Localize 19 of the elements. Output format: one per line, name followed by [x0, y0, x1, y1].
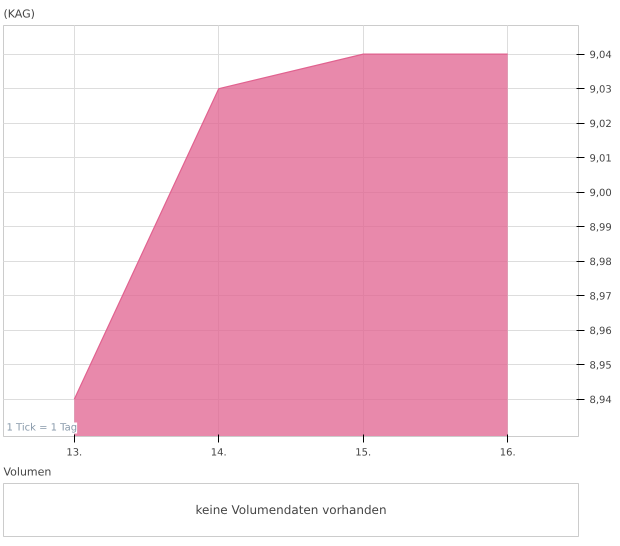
y-tick-label: 8,97 — [590, 292, 612, 303]
y-tick-label: 9,03 — [590, 84, 612, 96]
y-tick-label: 8,99 — [590, 222, 612, 234]
y-tick-label: 9,02 — [590, 119, 612, 130]
y-tick-label: 9,00 — [590, 188, 612, 200]
chart-title: (KAG) — [4, 8, 35, 20]
x-tick-label: 13. — [66, 448, 82, 458]
annotation: 1 Tick = 1 Tag — [6, 422, 78, 434]
x-tick-label: 16. — [500, 448, 516, 458]
x-tick-label: 15. — [355, 448, 372, 458]
y-tick-label: 9,04 — [590, 50, 612, 62]
y-tick-label: 8,98 — [590, 257, 612, 268]
y-tick-label: 8,95 — [590, 360, 612, 372]
x-tick-label: 14. — [210, 448, 227, 458]
y-tick-label: 9,01 — [590, 154, 612, 165]
text: Volumen — [4, 466, 52, 478]
y-tick-label: 8,94 — [590, 395, 612, 406]
y-tick-label: 8,96 — [590, 326, 612, 338]
text: keine Volumendaten vorhanden — [195, 503, 387, 517]
